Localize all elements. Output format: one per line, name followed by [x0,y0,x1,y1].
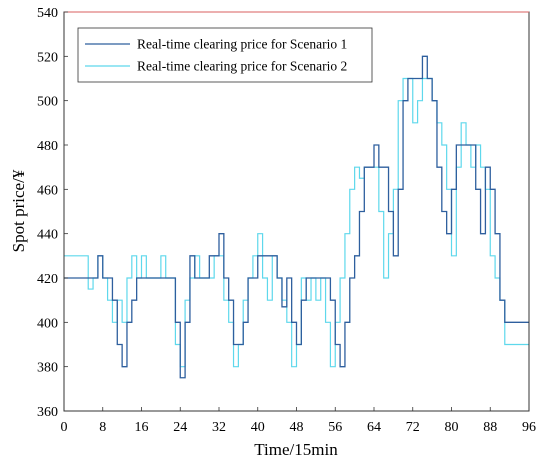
y-tick-label: 480 [37,139,58,154]
x-tick-label: 32 [212,420,226,435]
legend-label-scenario-1: Real-time clearing price for Scenario 1 [137,37,347,52]
y-tick-label: 520 [37,50,58,65]
ticks-layer: 0 8 16 24 32 40 48 56 64 72 80 88 96 360 380 400 420 440 4… [37,6,536,435]
y-tick-label: 420 [37,272,58,287]
series-layer [64,55,529,379]
y-tick-label: 440 [37,228,58,243]
x-tick-label: 8 [99,420,106,435]
legend-label-scenario-2: Real-time clearing price for Scenario 2 [137,59,347,74]
y-tick-label: 540 [37,6,58,21]
y-tick-label: 400 [37,316,58,331]
y-axis-title: Spot price/¥ [9,169,28,252]
x-tick-label: 40 [251,420,265,435]
y-tick-label: 360 [37,405,58,420]
x-tick-label: 96 [522,420,536,435]
x-tick-label: 0 [61,420,68,435]
x-tick-label: 64 [367,420,381,435]
y-tick-label: 460 [37,183,58,198]
x-tick-label: 72 [406,420,420,435]
series-line-scenario-1 [64,55,529,379]
x-axis-title: Time/15min [254,440,338,459]
y-tick-label: 380 [37,361,58,376]
x-tick-label: 80 [445,420,459,435]
x-tick-label: 16 [135,420,149,435]
x-tick-label: 24 [173,420,187,435]
legend: Real-time clearing price for Scenario 1 … [77,27,373,83]
x-tick-label: 48 [290,420,304,435]
x-tick-label: 88 [483,420,497,435]
x-tick-label: 56 [328,420,342,435]
y-tick-label: 500 [37,95,58,110]
legend-box [77,27,373,83]
